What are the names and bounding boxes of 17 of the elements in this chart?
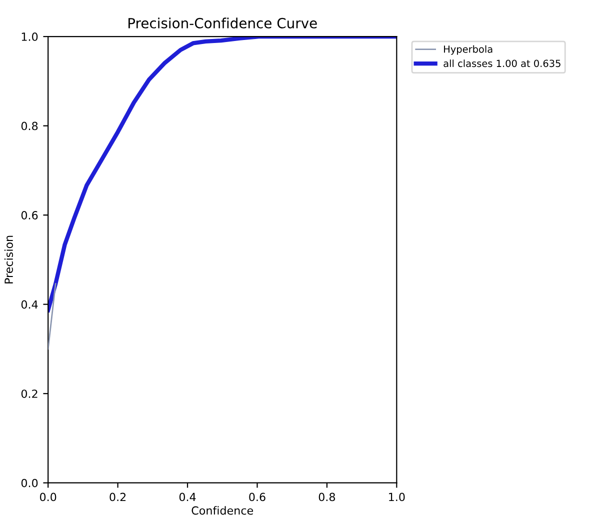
x-tick-label: 0.4 (179, 492, 196, 502)
x-tick-label: 0.0 (40, 492, 56, 502)
x-axis-title: Confidence (192, 506, 254, 515)
y-tick-label: 0.4 (21, 300, 38, 309)
legend-label: all classes 1.00 at 0.635 (444, 60, 560, 68)
y-tick-label: 0.8 (21, 122, 38, 130)
x-tick-label: 1.0 (389, 492, 405, 502)
x-tick-label: 0.2 (110, 492, 126, 502)
y-tick-label: 0.6 (21, 211, 38, 220)
legend-label: Hyperbola (444, 45, 492, 55)
y-axis-title: Precision (4, 236, 13, 284)
x-tick-label: 0.8 (318, 492, 336, 502)
y-tick-label: 1.0 (22, 32, 38, 41)
y-tick-label: 0.2 (21, 390, 38, 398)
chart-title: Precision-Confidence Curve (128, 18, 317, 28)
x-tick-label: 0.6 (249, 492, 266, 502)
y-tick-label: 0.0 (21, 478, 38, 488)
